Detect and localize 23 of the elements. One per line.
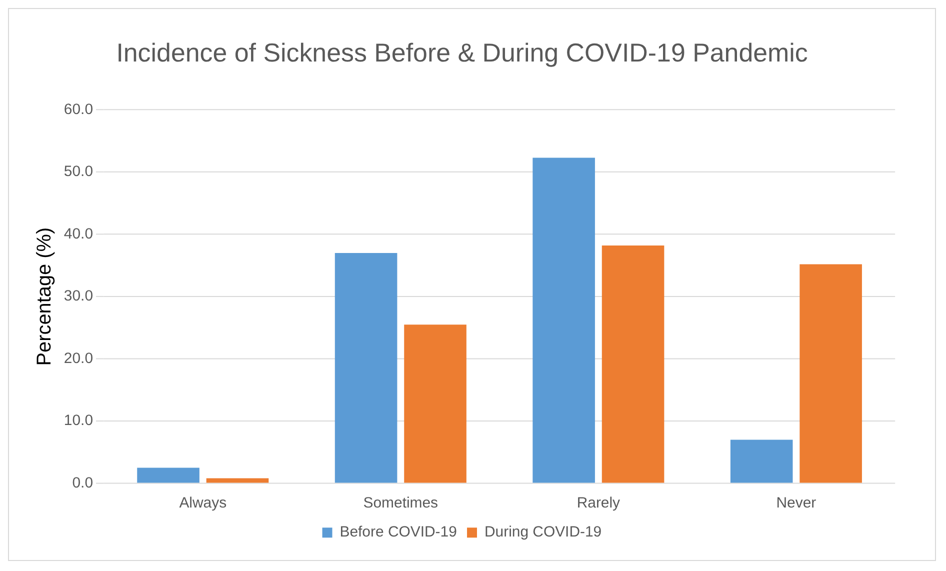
bar <box>532 158 595 483</box>
y-tick-label: 30.0 <box>64 288 94 305</box>
bar <box>800 264 862 483</box>
chart-title: Incidence of Sickness Before & During COVID-19 Pandemic <box>116 40 808 68</box>
y-tick-label: 60.0 <box>64 100 94 118</box>
bar <box>730 440 793 483</box>
y-axis-title: Percentage (%) <box>33 227 56 366</box>
x-tick-label: Sometimes <box>363 494 438 512</box>
bar <box>334 252 398 483</box>
legend-label: Before COVID-19 <box>340 524 457 541</box>
bar <box>404 324 466 483</box>
y-tick-label: 0.0 <box>72 474 94 492</box>
x-tick-label: Never <box>776 494 816 512</box>
y-tick-label: 40.0 <box>64 225 94 242</box>
legend-label: During COVID-19 <box>484 524 602 541</box>
y-tick-label: 10.0 <box>64 412 94 430</box>
bar <box>602 246 664 483</box>
bar <box>137 468 200 483</box>
y-tick-label: 20.0 <box>64 350 94 367</box>
y-tick-label: 50.0 <box>64 163 94 180</box>
x-tick-label: Always <box>179 494 227 512</box>
x-tick-label: Rarely <box>576 494 621 512</box>
bar <box>206 478 269 483</box>
